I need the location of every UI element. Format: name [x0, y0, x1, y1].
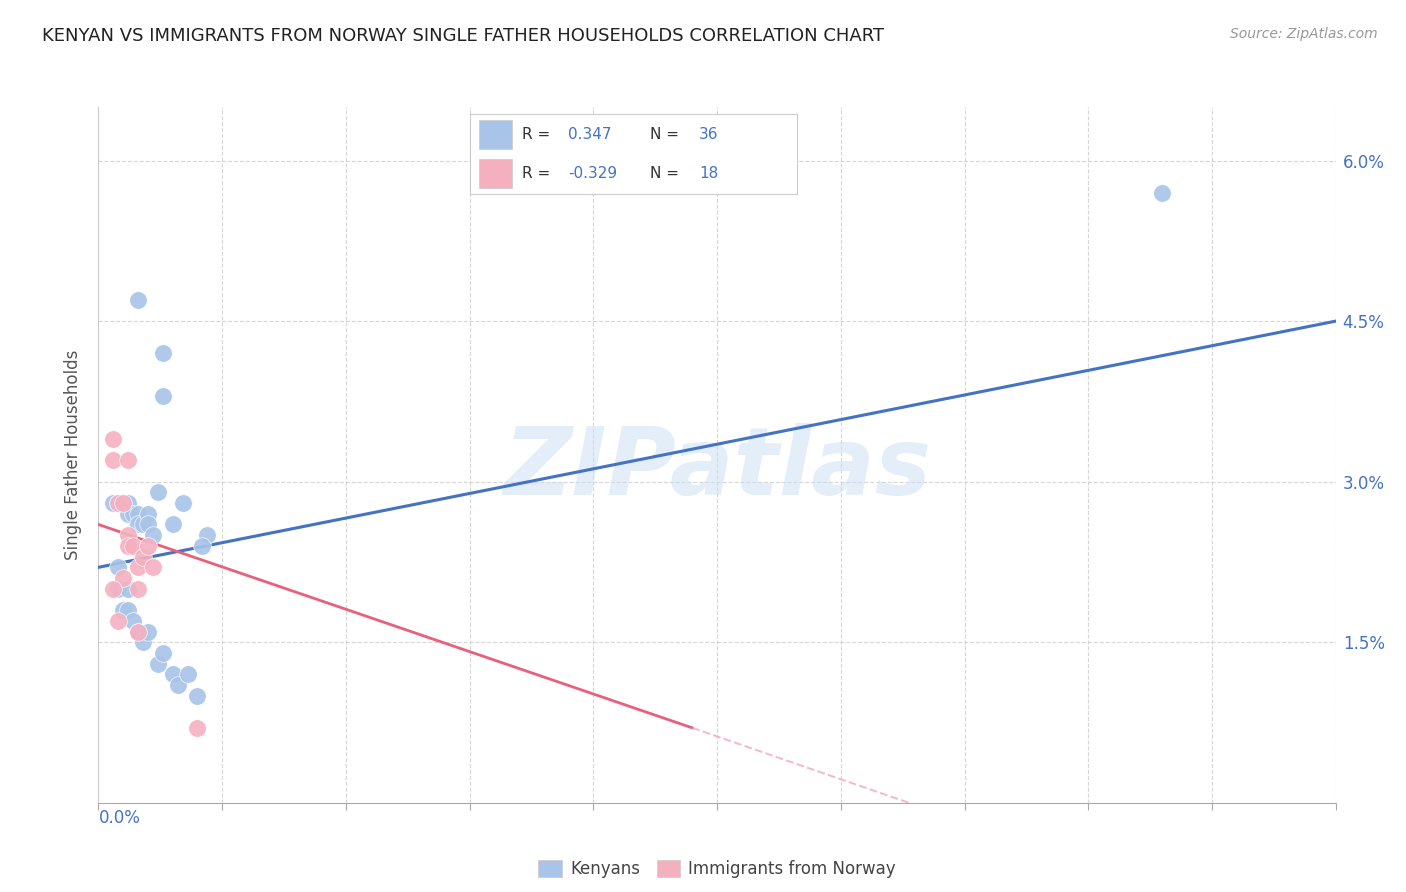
Point: [117, 453, 139, 467]
Point: [1152, 186, 1174, 200]
Point: [162, 667, 184, 681]
Y-axis label: Single Father Households: Single Father Households: [65, 350, 83, 560]
Text: 0.0%: 0.0%: [98, 809, 141, 827]
Point: [122, 507, 145, 521]
Point: [186, 721, 208, 735]
Point: [146, 657, 169, 671]
Point: [112, 603, 135, 617]
Point: [122, 614, 145, 628]
Point: [103, 582, 125, 596]
Point: [132, 549, 155, 564]
Point: [127, 293, 149, 307]
Point: [136, 507, 159, 521]
Point: [112, 571, 135, 585]
Point: [112, 496, 135, 510]
Point: [107, 582, 129, 596]
Point: [186, 689, 208, 703]
Point: [127, 624, 149, 639]
Point: [112, 496, 135, 510]
Legend: Kenyans, Immigrants from Norway: Kenyans, Immigrants from Norway: [531, 854, 903, 885]
Point: [103, 453, 125, 467]
Point: [166, 678, 188, 692]
Point: [132, 635, 155, 649]
Point: [107, 496, 129, 510]
Point: [172, 496, 194, 510]
Point: [122, 539, 145, 553]
Point: [117, 582, 139, 596]
Point: [103, 496, 125, 510]
Point: [103, 432, 125, 446]
Text: ZIPatlas: ZIPatlas: [503, 423, 931, 515]
Point: [176, 667, 198, 681]
Point: [146, 485, 169, 500]
Text: Source: ZipAtlas.com: Source: ZipAtlas.com: [1230, 27, 1378, 41]
Point: [127, 517, 149, 532]
Point: [127, 624, 149, 639]
Point: [142, 528, 165, 542]
Point: [136, 539, 159, 553]
Point: [191, 539, 214, 553]
Point: [107, 614, 129, 628]
Point: [195, 528, 218, 542]
Point: [107, 496, 129, 510]
Point: [127, 507, 149, 521]
Point: [117, 496, 139, 510]
Point: [152, 646, 174, 660]
Point: [117, 603, 139, 617]
Point: [117, 528, 139, 542]
Text: KENYAN VS IMMIGRANTS FROM NORWAY SINGLE FATHER HOUSEHOLDS CORRELATION CHART: KENYAN VS IMMIGRANTS FROM NORWAY SINGLE …: [42, 27, 884, 45]
Point: [152, 346, 174, 360]
Point: [152, 389, 174, 403]
Point: [136, 517, 159, 532]
Point: [127, 560, 149, 574]
Point: [142, 560, 165, 574]
Point: [136, 624, 159, 639]
Point: [127, 582, 149, 596]
Point: [117, 507, 139, 521]
Point: [132, 517, 155, 532]
Point: [117, 539, 139, 553]
Point: [107, 560, 129, 574]
Point: [162, 517, 184, 532]
